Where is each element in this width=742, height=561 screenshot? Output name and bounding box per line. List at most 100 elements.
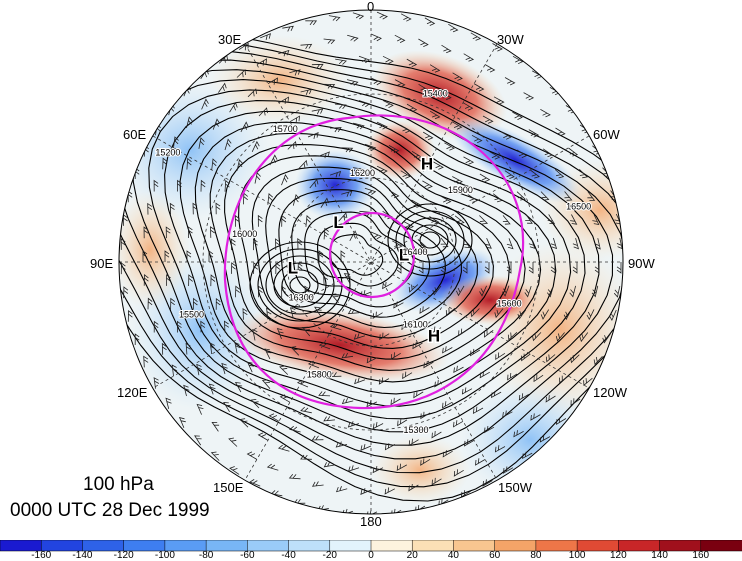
wind-barb xyxy=(442,450,453,458)
wind-barb xyxy=(559,375,569,384)
wind-barb xyxy=(418,262,424,274)
wind-barb xyxy=(198,137,205,149)
wind-barb xyxy=(482,115,494,124)
wind-barb xyxy=(542,148,554,158)
wind-barb xyxy=(442,401,453,409)
wind-barb xyxy=(196,363,203,376)
wind-barb xyxy=(506,262,512,274)
wind-barb xyxy=(201,98,209,110)
wind-barb xyxy=(240,121,249,133)
wind-barb xyxy=(546,285,554,298)
wind-barb xyxy=(200,179,206,192)
contour-value-label: 15300 xyxy=(403,425,428,435)
wind-barb xyxy=(462,262,468,274)
wind-barb xyxy=(502,215,511,225)
wind-barb xyxy=(153,377,160,389)
contour-value-label: 15700 xyxy=(273,124,298,134)
wind-barb xyxy=(311,108,324,115)
wind-barb xyxy=(431,430,442,439)
wind-barb xyxy=(318,250,324,262)
wind-barb xyxy=(341,397,354,405)
wind-barb xyxy=(338,212,348,222)
wind-barb xyxy=(300,454,312,460)
wind-barb xyxy=(210,274,216,287)
height-contour xyxy=(291,200,431,308)
wind-barb xyxy=(309,178,319,189)
wind-barb xyxy=(419,306,430,314)
highlight-contours xyxy=(223,114,525,410)
contour-value-label: 16400 xyxy=(402,247,427,257)
wind-barb xyxy=(501,285,510,297)
wind-barb xyxy=(550,237,558,250)
contour-value-label: 15500 xyxy=(179,309,204,319)
wind-barb xyxy=(186,250,192,262)
wind-barb xyxy=(314,306,322,317)
wind-barb xyxy=(196,403,204,415)
graticule xyxy=(119,10,623,514)
wind-barb xyxy=(173,136,179,149)
wind-barb xyxy=(400,170,411,179)
wind-barb xyxy=(323,461,336,468)
low-center-label: L xyxy=(288,258,298,277)
lon-label-60e: 60E xyxy=(123,127,147,142)
wind-barb xyxy=(235,285,240,298)
wind-barb xyxy=(318,391,331,397)
wind-barb xyxy=(504,170,515,179)
wind-barb xyxy=(364,143,377,152)
wind-barb xyxy=(616,237,623,250)
lon-label-120e: 120E xyxy=(117,385,148,400)
wind-barb xyxy=(323,416,336,422)
wind-barb xyxy=(247,88,257,98)
wind-barb xyxy=(353,122,365,130)
wind-barb xyxy=(422,180,433,189)
height-contour xyxy=(281,269,319,301)
wind-barb xyxy=(352,12,365,20)
wind-barb xyxy=(517,309,527,320)
wind-barb xyxy=(532,332,542,342)
wind-barb xyxy=(254,171,261,184)
wind-barb xyxy=(453,469,464,477)
wind-barb xyxy=(473,83,485,92)
wind-barb xyxy=(463,156,475,165)
wind-barb xyxy=(396,262,402,274)
height-contour xyxy=(278,189,447,318)
high-center-label: H xyxy=(421,154,433,173)
wind-barb xyxy=(484,238,492,249)
wind-barb xyxy=(563,309,572,321)
wind-barb xyxy=(229,101,238,113)
wind-barb xyxy=(471,134,483,144)
height-contour xyxy=(209,132,526,371)
wind-barb xyxy=(234,382,243,393)
height-contour xyxy=(119,59,623,460)
wind-barb xyxy=(441,91,452,100)
pressure-centers: H L L L H xyxy=(286,153,441,347)
wind-barb xyxy=(572,262,578,274)
wind-barb xyxy=(550,262,556,274)
wind-barb xyxy=(530,169,540,179)
wind-barb xyxy=(444,142,455,151)
wind-barb xyxy=(489,151,501,160)
wind-barb xyxy=(402,371,413,380)
wind-barb xyxy=(239,418,249,428)
wind-barb xyxy=(343,273,352,284)
colorbar-tick-label: 0 xyxy=(368,550,374,561)
wind-barb xyxy=(378,377,390,385)
wind-barb xyxy=(376,121,388,130)
wind-barb xyxy=(231,262,236,274)
wind-barb xyxy=(289,69,301,76)
wind-barb xyxy=(382,100,394,109)
wind-barb xyxy=(484,262,490,274)
wind-barb xyxy=(301,326,311,337)
height-contour xyxy=(148,89,586,420)
lon-label-30e: 30E xyxy=(218,32,242,47)
lon-label-150e: 150E xyxy=(213,480,244,495)
wind-barb xyxy=(512,111,523,120)
wind-barb xyxy=(358,55,371,64)
wind-barb xyxy=(323,83,336,89)
wind-barb xyxy=(323,272,329,285)
wind-barb xyxy=(507,332,518,341)
wind-barb xyxy=(594,262,600,274)
wind-barb xyxy=(429,110,441,120)
wind-barb xyxy=(290,307,297,319)
wind-barb xyxy=(347,465,360,472)
